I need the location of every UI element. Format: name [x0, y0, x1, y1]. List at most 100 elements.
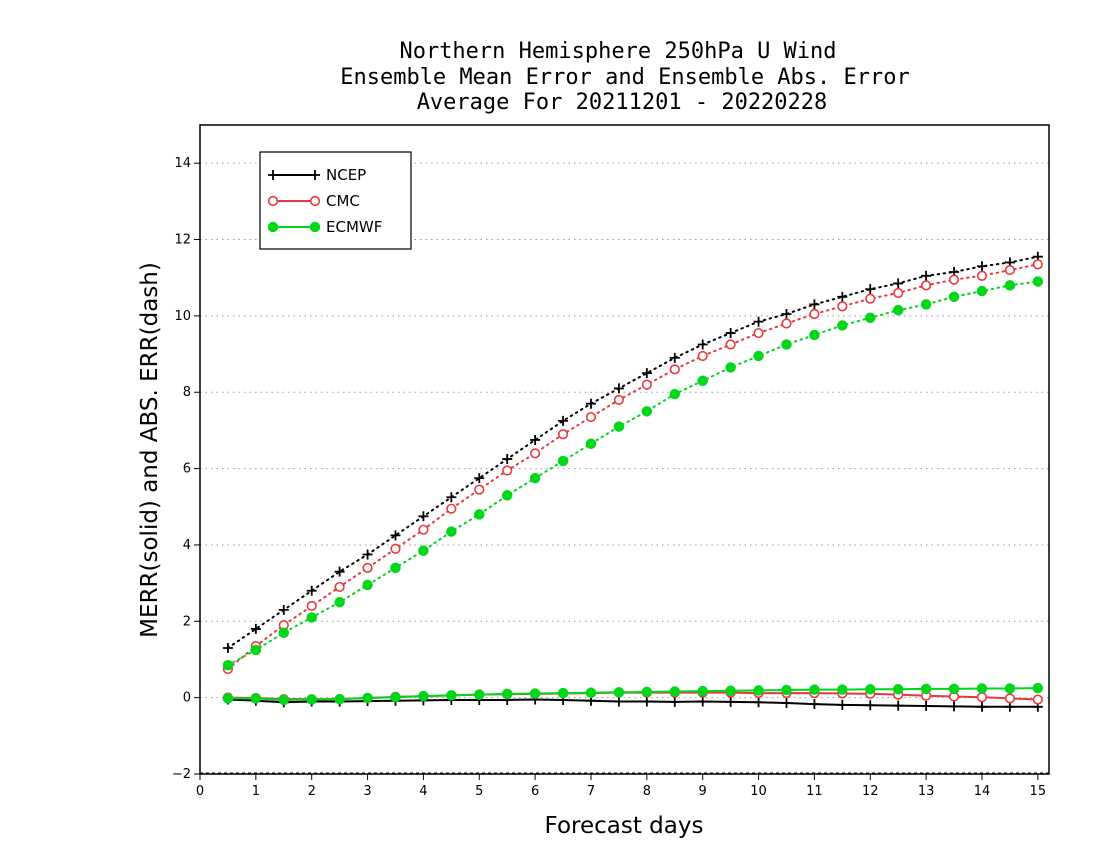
ncep-abs-error-point [446, 492, 457, 503]
ncep-mean-error-point [781, 697, 792, 708]
ecmwf-abs-error-point [837, 320, 848, 331]
ncep-abs-error-point [725, 328, 736, 339]
ncep-mean-error-point [613, 696, 624, 707]
ncep-mean-error-point [753, 697, 764, 708]
ecmwf-abs-error-point [613, 421, 625, 432]
cmc-abs-error-point [1004, 264, 1016, 276]
ncep-mean-error-point [865, 700, 876, 711]
ncep-abs-error-point [921, 270, 932, 281]
ecmwf-abs-error-point [753, 350, 764, 362]
ecmwf-mean-error-point [278, 694, 290, 706]
title-line-2: Ensemble Mean Error and Ensemble Abs. Er… [340, 65, 910, 90]
y-axis: −2 0 2 4 6 8 10 12 14 [172, 156, 200, 782]
cmc-abs-error-point [418, 524, 429, 535]
ncep-abs-error-line [226, 255, 1039, 650]
cmc-abs-error-point [641, 379, 652, 390]
x-axis-label: Forecast days [545, 813, 704, 839]
ncep-abs-error-point [641, 368, 652, 379]
title-line-3: Average For 20211201 - 20220228 [417, 90, 828, 115]
x-tick-label: 12 [862, 784, 879, 799]
cmc-abs-error-point [725, 339, 736, 350]
ncep-mean-error-point [725, 696, 736, 707]
ncep-abs-error-point [585, 398, 596, 409]
ncep-abs-error-point [669, 352, 680, 363]
ecmwf-abs-error-point [278, 627, 290, 638]
ecmwf-mean-error-point [362, 692, 373, 704]
ncep-abs-error-point [613, 383, 624, 394]
ecmwf-mean-error-point [501, 688, 513, 700]
y-tick-label: 14 [174, 156, 191, 171]
ecmwf-mean-error-point [892, 683, 904, 695]
ecmwf-abs-error-point [474, 509, 485, 520]
cmc-abs-error-point [948, 274, 960, 285]
ecmwf-mean-error-point [222, 693, 234, 704]
ncep-abs-error-point [893, 278, 904, 289]
ecmwf-mean-error-point [1032, 682, 1044, 694]
ecmwf-mean-error-point [334, 693, 345, 705]
ecmwf-mean-error-point [669, 686, 681, 697]
ecmwf-abs-error-point [669, 388, 681, 400]
cmc-abs-error-point [390, 543, 401, 554]
cmc-abs-error-line [226, 263, 1039, 671]
legend-label-cmc: CMC [326, 192, 360, 210]
cmc-abs-error-point [1032, 259, 1043, 270]
ecmwf-abs-error-line [226, 280, 1039, 667]
x-tick-label: 10 [750, 784, 767, 799]
ecmwf-mean-error-point [390, 692, 401, 703]
ecmwf-abs-error-point [865, 312, 876, 324]
y-tick-label: 2 [183, 614, 191, 629]
cmc-mean-error-point [976, 692, 988, 703]
ncep-mean-error-point [921, 701, 932, 712]
ncep-abs-error-point [697, 339, 708, 350]
legend-item-ncep: NCEP [268, 166, 366, 184]
ncep-mean-error-point [641, 696, 652, 707]
series-layer [222, 251, 1044, 712]
x-tick-label: 3 [363, 784, 371, 799]
ncep-abs-error-point [837, 291, 848, 302]
ecmwf-abs-error-point [250, 644, 262, 656]
ncep-abs-error-point [753, 316, 764, 327]
ecmwf-abs-error-point [222, 659, 234, 671]
cmc-abs-error-point [781, 318, 792, 329]
legend-marker [267, 221, 279, 233]
ncep-abs-error-point [362, 549, 373, 560]
ecmwf-abs-error-point [334, 596, 345, 608]
cmc-abs-error-point [306, 600, 317, 612]
y-axis-label: MERR(solid) and ABS. ERR(dash) [137, 262, 163, 638]
cmc-abs-error-point [976, 270, 988, 281]
y-tick-label: 10 [174, 309, 191, 324]
ncep-abs-error-point [865, 284, 876, 295]
chart-title: Northern Hemisphere 250hPa U Wind Ensemb… [340, 39, 910, 115]
x-tick-label: 2 [308, 784, 316, 799]
ncep-abs-error-point [334, 566, 345, 577]
ncep-abs-error-point [530, 434, 541, 445]
ecmwf-abs-error-point [697, 375, 708, 387]
ncep-mean-error-point [837, 699, 848, 710]
ecmwf-mean-error-point [725, 685, 736, 697]
cmc-abs-error-point [557, 429, 569, 440]
x-tick-label: 8 [643, 784, 651, 799]
cmc-abs-error-point [446, 503, 457, 514]
ecmwf-mean-error-point [809, 684, 820, 695]
cmc-abs-error-point [697, 350, 708, 362]
ecmwf-mean-error-point [837, 684, 848, 695]
cmc-abs-error-point [585, 411, 597, 423]
ncep-abs-error-point [502, 454, 513, 465]
legend-label-ncep: NCEP [326, 166, 366, 184]
title-line-1: Northern Hemisphere 250hPa U Wind [399, 39, 836, 64]
ncep-mean-error-line [227, 698, 1038, 708]
cmc-abs-error-point [893, 287, 904, 299]
x-axis: 0 1 2 3 4 5 6 7 8 9 10 11 12 13 14 15 [196, 774, 1046, 799]
x-tick-label: 11 [806, 784, 823, 799]
x-tick-label: 9 [699, 784, 707, 799]
ecmwf-mean-error-point [613, 687, 625, 698]
x-tick-label: 4 [419, 784, 427, 799]
x-tick-label: 15 [1030, 784, 1047, 799]
ecmwf-abs-error-point [1032, 276, 1044, 287]
ecmwf-abs-error-point [529, 472, 541, 484]
ecmwf-abs-error-point [362, 579, 373, 591]
ecmwf-abs-error-point [725, 362, 736, 373]
ecmwf-mean-error-point [697, 685, 708, 697]
cmc-abs-error-point [921, 280, 932, 291]
ecmwf-mean-error-point [1004, 683, 1016, 694]
